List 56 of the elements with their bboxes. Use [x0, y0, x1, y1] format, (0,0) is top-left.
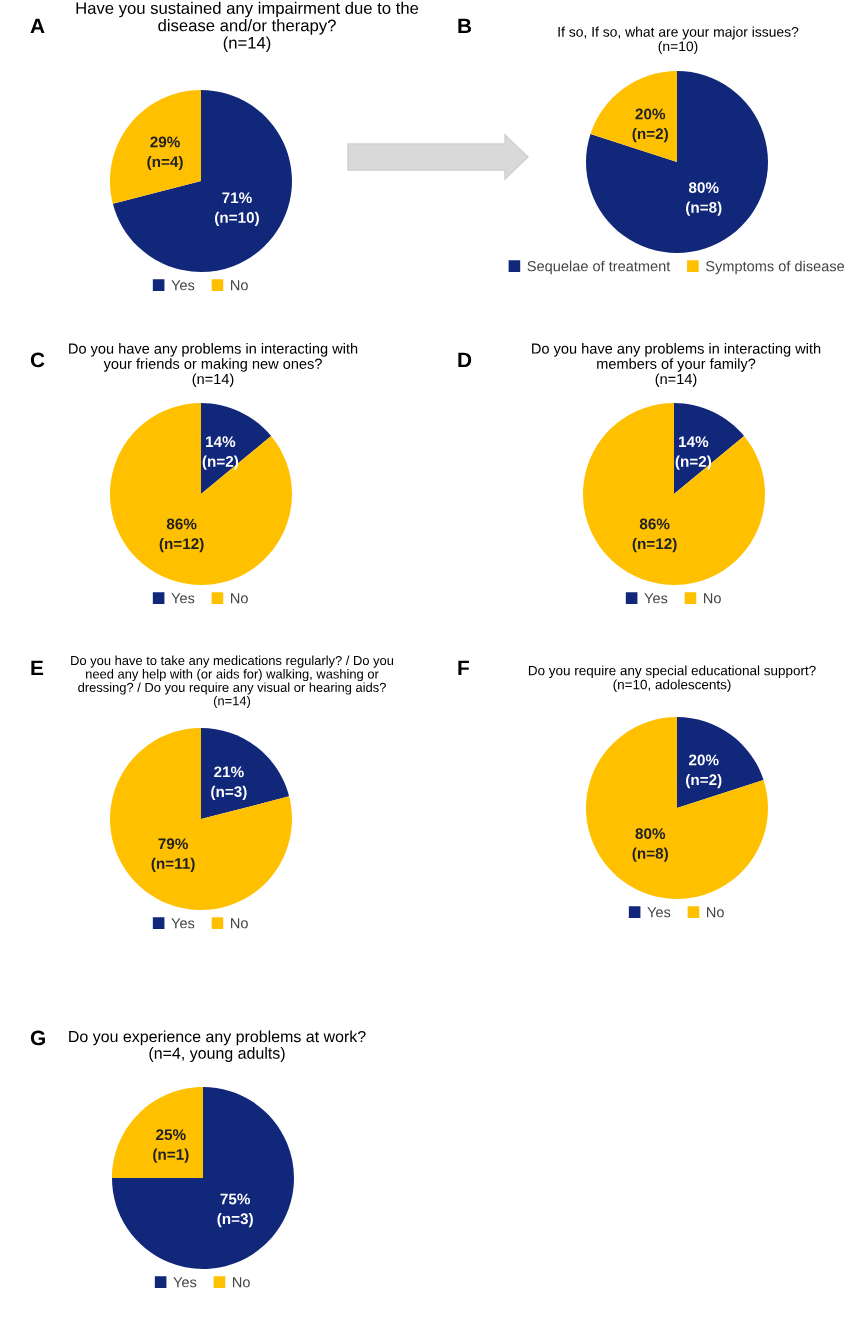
pie-slice — [112, 1087, 294, 1269]
legend-label: Yes — [644, 593, 668, 604]
pie-slice — [201, 403, 272, 494]
data-label: 80% (n=8) — [686, 182, 722, 216]
pie-slice — [586, 717, 768, 899]
legend-label: Yes — [171, 918, 195, 929]
pie-slice — [586, 71, 768, 253]
text: A — [30, 18, 45, 34]
legend-label: Yes — [171, 593, 195, 604]
data-label: 86% (n=12) — [159, 518, 204, 553]
pie-slice — [583, 403, 765, 585]
legend-label: No — [707, 907, 724, 918]
text: F — [458, 660, 469, 676]
data-label: 14% (n=2) — [675, 436, 712, 470]
data-label: 20% (n=2) — [686, 754, 722, 789]
pie-slice — [674, 403, 745, 494]
chart-title: Do you have any problems in interacting with members of your family? (n=14) — [532, 343, 821, 387]
pie-slice — [112, 90, 292, 272]
text: E — [31, 660, 44, 676]
data-label: 20% (n=2) — [632, 108, 668, 143]
legend-label: Yes — [171, 280, 195, 291]
chart-title: Have you sustained any impairment due to the disease and/or therapy? (n=14) — [76, 1, 419, 52]
text: B — [458, 18, 472, 34]
pie-slice — [677, 717, 764, 808]
data-label: 79% (n=11) — [151, 838, 195, 872]
chart-title: Do you require any special educational support? (n=10, adolescents) — [528, 665, 816, 692]
chart-title: Do you have any problems in interacting with your friends or making new ones? (n=14) — [69, 343, 358, 387]
legend-label: No — [231, 593, 248, 604]
pie-slice — [112, 1087, 203, 1178]
legend-label: Sequelae of treatment — [527, 260, 671, 275]
chart-title: If so, If so, what are your major issues? (n=10) — [558, 26, 799, 54]
data-label: 71% (n=10) — [215, 192, 259, 226]
data-label: 25% (n=1) — [153, 1129, 189, 1163]
legend-label: No — [233, 1277, 250, 1288]
data-label: 21% (n=3) — [211, 766, 247, 801]
pie-slice — [590, 71, 677, 162]
pie-slice — [201, 728, 290, 819]
chart-title: Do you experience any problems at work? (n=4, young adults) — [69, 1030, 366, 1062]
data-label: 14% (n=2) — [202, 436, 239, 470]
legend-label: No — [704, 593, 721, 604]
legend-label: Yes — [173, 1277, 197, 1288]
legend-label: Symptoms of disease — [705, 260, 845, 275]
legend-label: No — [231, 918, 248, 929]
data-label: 75% (n=3) — [217, 1193, 253, 1228]
text: D — [458, 352, 472, 368]
data-label: 80% (n=8) — [632, 828, 668, 862]
pie-slice — [110, 403, 292, 585]
legend-label: Yes — [647, 907, 671, 918]
data-label: 29% (n=4) — [147, 136, 183, 171]
text: C — [30, 352, 45, 368]
pie-slice — [110, 728, 292, 910]
legend-label: No — [231, 280, 248, 291]
pie-slice — [110, 90, 201, 204]
data-label: 86% (n=12) — [632, 518, 677, 553]
text: G — [30, 1030, 45, 1046]
chart-title: Do you have to take any medications regularly? / Do you need any help with (or aids for) walking, washing or dressing? / Do you require any visual or hearing aids? (n=14) — [71, 655, 394, 708]
